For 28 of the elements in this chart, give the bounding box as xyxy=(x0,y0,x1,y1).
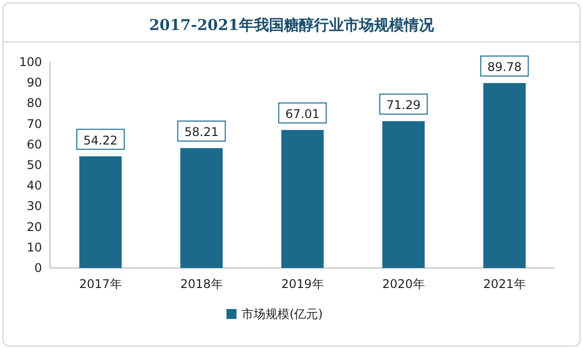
y-tick-label: 10 xyxy=(26,240,42,254)
y-tick-label: 90 xyxy=(26,76,42,90)
data-label: 67.01 xyxy=(285,106,320,121)
bar xyxy=(483,83,526,268)
y-tick-label: 70 xyxy=(26,116,42,131)
bar xyxy=(180,148,223,268)
data-label: 58.21 xyxy=(184,125,219,140)
y-tick-label: 20 xyxy=(26,220,42,234)
y-tick-label: 60 xyxy=(26,137,42,152)
y-tick-label: 100 xyxy=(19,55,42,69)
y-tick-label: 0 xyxy=(34,261,42,275)
data-label: 54.22 xyxy=(83,133,118,148)
y-tick-label: 80 xyxy=(26,96,42,110)
x-tick-label: 2017年 xyxy=(79,277,122,291)
data-label: 89.78 xyxy=(487,60,522,74)
x-tick-label: 2021年 xyxy=(483,277,526,291)
y-tick-label: 50 xyxy=(26,158,42,172)
bar xyxy=(281,130,324,268)
data-label: 71.29 xyxy=(386,98,421,112)
x-tick-label: 2020年 xyxy=(382,277,425,291)
chart-title: 2017-2021年我国糖醇行业市场规模情况 xyxy=(149,16,435,34)
y-tick-label: 40 xyxy=(26,178,42,193)
bar xyxy=(79,156,122,268)
y-tick-label: 30 xyxy=(26,199,42,214)
x-tick-label: 2019年 xyxy=(281,277,324,291)
x-tick-label: 2018年 xyxy=(180,277,223,291)
bar xyxy=(382,121,425,268)
legend-label: 市场规模(亿元) xyxy=(242,307,323,321)
